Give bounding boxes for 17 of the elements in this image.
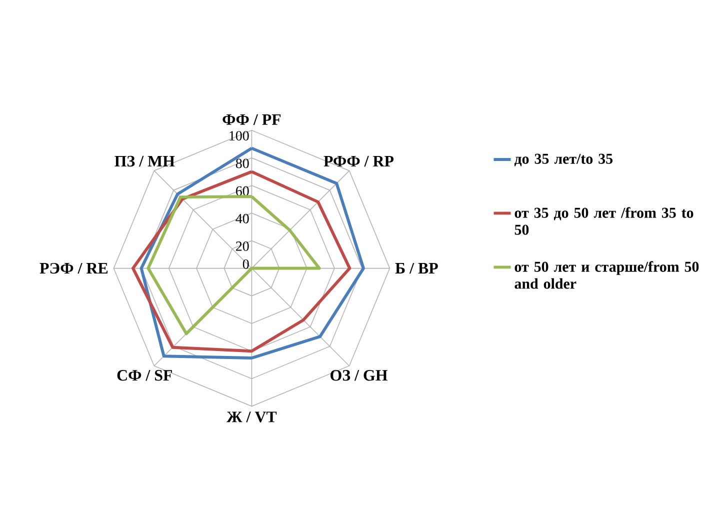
spoke-label: ОЗ / GH: [330, 370, 388, 381]
legend-label: от 50 лет и старше/from 50 and older: [514, 261, 699, 289]
spoke-label: Б / BP: [395, 262, 438, 274]
spoke-label: РЭФ / RE: [40, 262, 108, 274]
spoke-label: ФФ / PF: [222, 114, 281, 125]
y-tick-label: 60: [236, 186, 249, 196]
spoke-label: СФ / SF: [117, 370, 172, 381]
spoke-label: Ж / VT: [226, 412, 277, 422]
y-tick-label: 20: [236, 242, 249, 251]
y-tick-label: 80: [236, 158, 249, 168]
legend-label: от 35 до 50 лет /from 35 to 50: [514, 207, 694, 235]
spoke-label: РФФ / RP: [324, 156, 394, 167]
legend-label: до 35 лет/to 35: [514, 154, 613, 166]
y-tick-label: 0: [242, 259, 249, 269]
y-tick-label: 100: [230, 131, 249, 141]
y-tick-label: 40: [236, 214, 249, 224]
spoke-label: ПЗ / MH: [114, 156, 175, 167]
